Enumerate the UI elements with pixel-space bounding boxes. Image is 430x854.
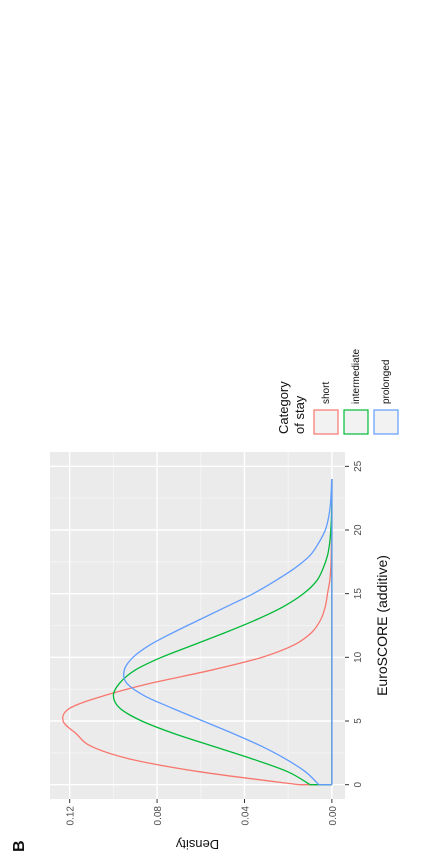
x-tick-label: 10: [353, 651, 364, 663]
x-tick-label: 25: [353, 460, 364, 472]
x-tick-label: 20: [353, 524, 364, 536]
x-tick-label: 0: [353, 781, 364, 787]
legend-item-intermediate: intermediate: [343, 349, 369, 435]
series-intermediate-curve: [112, 479, 333, 786]
legend: Category of stay short intermediate prolon…: [276, 349, 399, 435]
y-tick-label: 0.00: [328, 806, 339, 826]
legend-key-prolonged: [373, 409, 399, 435]
legend-label-short: short: [321, 382, 332, 404]
panel-label: B: [11, 840, 28, 852]
legend-title-line-1: Category: [276, 381, 291, 434]
legend-key-intermediate: [343, 409, 369, 435]
legend-item-short: short: [313, 382, 339, 435]
series-prolonged-curve: [122, 479, 333, 786]
y-axis: 0.00 0.04 0.08 0.12: [66, 799, 339, 825]
y-axis-title: Density: [175, 837, 219, 852]
legend-title-line-2: of stay: [292, 395, 307, 434]
x-axis-title: EuroSCORE (additive): [374, 555, 390, 696]
minor-gridlines: [50, 452, 345, 799]
legend-label-intermediate: intermediate: [351, 349, 362, 404]
y-tick-label: 0.12: [66, 806, 77, 826]
series-prolonged: [122, 479, 333, 786]
x-tick-label: 15: [353, 588, 364, 600]
series-layer: [62, 479, 333, 786]
y-tick-label: 0.04: [240, 806, 251, 826]
y-tick-label: 0.08: [153, 806, 164, 826]
legend-items: short intermediate prolonged: [313, 349, 399, 435]
legend-item-prolonged: prolonged: [373, 360, 399, 435]
legend-key-short: [313, 409, 339, 435]
legend-label-prolonged: prolonged: [381, 360, 392, 404]
x-axis: 0 5 10 15 20 25: [345, 460, 364, 787]
x-tick-label: 5: [353, 718, 364, 724]
